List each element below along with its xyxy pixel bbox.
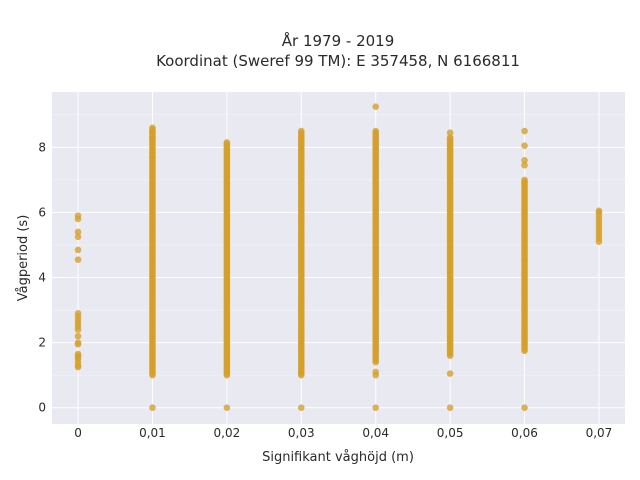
data-point bbox=[372, 127, 380, 135]
data-point bbox=[372, 103, 380, 110]
data-point bbox=[521, 142, 528, 150]
chart-subtitle: Koordinat (Sweref 99 TM): E 357458, N 61… bbox=[156, 52, 520, 70]
data-point bbox=[149, 404, 156, 412]
y-tick-label: 8 bbox=[38, 140, 46, 154]
data-point bbox=[297, 404, 305, 412]
data-point bbox=[223, 404, 231, 412]
y-axis-title: Vågperiod (s) bbox=[16, 215, 31, 302]
data-point bbox=[74, 246, 82, 254]
data-point bbox=[74, 310, 82, 317]
data-point bbox=[446, 134, 454, 141]
data-point bbox=[74, 350, 82, 358]
data-point bbox=[446, 370, 454, 377]
data-point bbox=[74, 212, 82, 219]
x-tick-label: 0,07 bbox=[586, 426, 613, 440]
y-tick-label: 4 bbox=[38, 271, 46, 285]
data-point bbox=[74, 233, 82, 241]
data-point bbox=[521, 176, 528, 184]
y-axis-ticks: 0 2 4 6 8 bbox=[38, 140, 46, 414]
chart-title: År 1979 - 2019 bbox=[282, 31, 395, 50]
data-point bbox=[446, 129, 454, 136]
data-point bbox=[521, 127, 528, 135]
data-point bbox=[149, 153, 156, 161]
data-point bbox=[149, 134, 156, 141]
data-point bbox=[372, 404, 380, 412]
data-point bbox=[446, 404, 454, 412]
data-points bbox=[74, 103, 603, 412]
data-point bbox=[74, 228, 82, 236]
plot-area bbox=[52, 92, 625, 424]
data-point bbox=[521, 157, 528, 164]
y-tick-label: 0 bbox=[38, 401, 46, 415]
x-tick-label: 0,01 bbox=[139, 426, 166, 440]
data-point bbox=[74, 332, 82, 340]
data-point bbox=[223, 139, 231, 146]
x-tick-label: 0,04 bbox=[362, 426, 389, 440]
data-point bbox=[595, 207, 603, 215]
data-point bbox=[149, 124, 156, 132]
x-tick-label: 0,06 bbox=[511, 426, 538, 440]
x-axis-ticks: 0 0,01 0,02 0,03 0,04 0,05 0,06 0,07 bbox=[74, 426, 612, 440]
y-tick-label: 2 bbox=[38, 336, 46, 350]
x-axis-title: Signifikant våghöjd (m) bbox=[262, 450, 414, 465]
x-tick-label: 0,02 bbox=[214, 426, 241, 440]
x-tick-label: 0 bbox=[74, 426, 82, 440]
data-point bbox=[149, 129, 156, 136]
data-point bbox=[74, 339, 82, 346]
x-tick-label: 0,03 bbox=[288, 426, 315, 440]
data-point bbox=[297, 127, 305, 135]
y-tick-label: 6 bbox=[38, 205, 46, 219]
data-point bbox=[521, 404, 528, 412]
x-tick-label: 0,05 bbox=[437, 426, 464, 440]
data-point bbox=[74, 256, 82, 263]
data-point bbox=[372, 368, 380, 376]
data-point bbox=[521, 161, 528, 169]
